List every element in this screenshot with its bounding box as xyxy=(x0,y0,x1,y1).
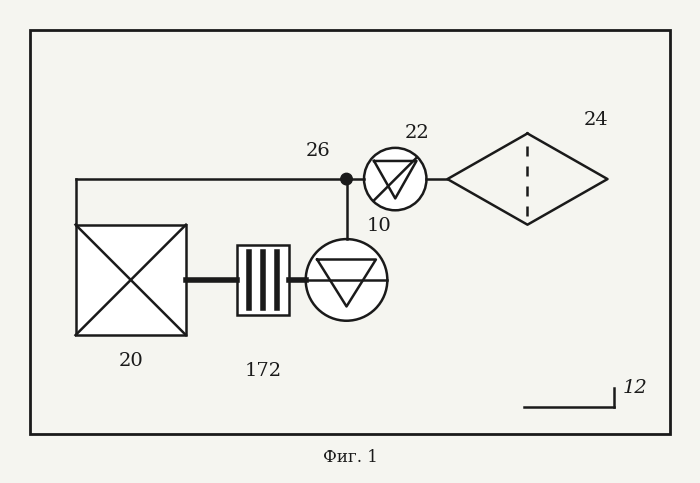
Text: 10: 10 xyxy=(367,217,392,235)
Text: 12: 12 xyxy=(623,379,648,397)
Text: 172: 172 xyxy=(244,362,281,380)
Bar xyxy=(76,225,186,335)
Text: 26: 26 xyxy=(306,142,331,160)
Text: 22: 22 xyxy=(405,124,429,142)
Circle shape xyxy=(364,148,426,210)
Bar xyxy=(30,30,670,434)
Text: 20: 20 xyxy=(118,352,143,370)
Bar xyxy=(237,245,289,315)
Text: 24: 24 xyxy=(584,111,608,129)
Circle shape xyxy=(341,173,352,185)
Text: Фиг. 1: Фиг. 1 xyxy=(323,449,377,466)
Circle shape xyxy=(306,239,387,321)
